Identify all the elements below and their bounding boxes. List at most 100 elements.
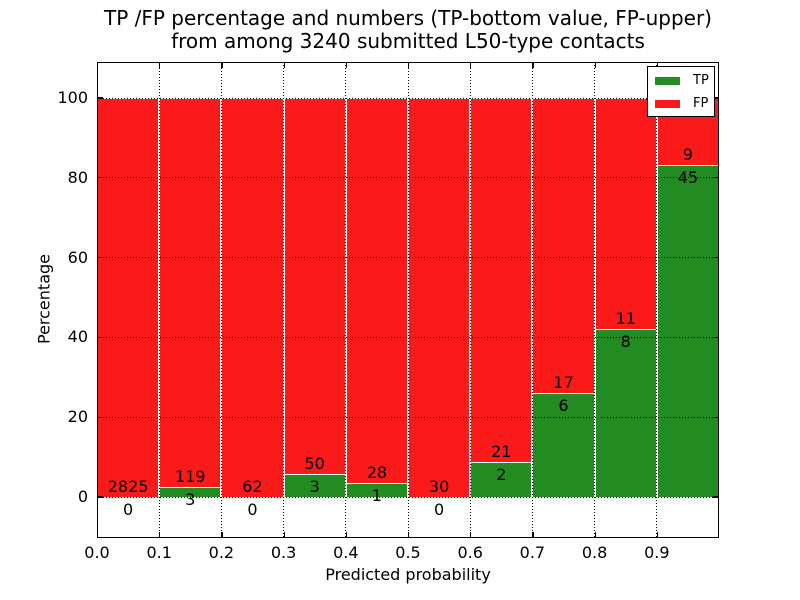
- fp-count-label: 9: [682, 144, 693, 164]
- x-tick-mark: [408, 532, 410, 538]
- x-tick-mark: [594, 532, 596, 538]
- y-tick-label: 0: [77, 487, 88, 506]
- x-tick-mark: [221, 532, 223, 538]
- tp-count-label: 45: [677, 167, 699, 187]
- y-tick-mark: [713, 416, 719, 418]
- fp-legend-swatch: [655, 100, 680, 108]
- y-tick-mark: [97, 97, 103, 99]
- x-tick-mark: [345, 532, 348, 538]
- y-tick-mark: [97, 256, 103, 259]
- fp-legend-label: FP: [693, 96, 709, 111]
- x-tick-mark: [656, 62, 659, 68]
- y-tick-mark: [97, 177, 103, 179]
- x-axis-label: Predicted probability: [325, 565, 491, 584]
- x-tick-mark: [97, 62, 99, 68]
- fp-count-label: 62: [242, 477, 263, 496]
- fp-bar-segment: [159, 98, 222, 488]
- vertical-gridline: [531, 62, 533, 538]
- tp-bar-segment: [159, 487, 222, 497]
- horizontal-gridline: [97, 97, 719, 99]
- tp-count-label: 0: [434, 500, 445, 519]
- x-tick-mark: [470, 62, 472, 68]
- fp-bar-segment: [345, 98, 408, 484]
- y-tick-label: 100: [57, 88, 88, 107]
- tp-count-label: 3: [185, 490, 196, 510]
- x-tick-label: 0.6: [457, 543, 483, 562]
- horizontal-gridline: [97, 257, 719, 259]
- tp-bar-segment: [470, 462, 533, 497]
- x-tick-mark: [345, 62, 348, 68]
- y-tick-mark: [713, 336, 719, 339]
- tp-count-label: 1: [371, 486, 382, 506]
- y-tick-mark: [97, 336, 103, 339]
- x-tick-label: 0.7: [519, 543, 546, 562]
- x-tick-label: 0.2: [208, 543, 235, 562]
- tp-count-label: 0: [247, 500, 258, 519]
- vertical-gridline: [407, 62, 409, 538]
- fp-count-label: 50: [304, 454, 325, 474]
- tp-count-label: 0: [123, 500, 134, 519]
- fp-bar-segment: [470, 98, 533, 463]
- tp-count-label: 8: [620, 332, 631, 351]
- x-tick-mark: [532, 62, 534, 68]
- fp-bar-segment: [97, 98, 160, 497]
- fp-count-label: 17: [553, 372, 574, 392]
- chart-title: TP /FP percentage and numbers (TP-bottom…: [97, 7, 719, 53]
- x-tick-label: 0.1: [146, 543, 172, 562]
- tp-count-label: 2: [496, 465, 507, 485]
- x-tick-mark: [470, 532, 472, 538]
- y-tick-label: 80: [67, 167, 88, 187]
- tp-count-label: 6: [558, 395, 569, 415]
- fp-count-label: 119: [175, 467, 206, 487]
- y-tick-mark: [713, 496, 719, 498]
- fp-bar-segment: [283, 98, 346, 475]
- x-tick-mark: [594, 62, 596, 68]
- tp-legend-label: TP: [693, 73, 709, 88]
- y-tick-label: 20: [67, 407, 88, 427]
- x-tick-mark: [283, 62, 285, 68]
- fp-count-label: 30: [428, 477, 450, 496]
- x-tick-mark: [656, 532, 659, 538]
- tp-bar-segment: [594, 329, 657, 497]
- x-tick-mark: [97, 532, 99, 538]
- vertical-gridline: [594, 62, 596, 538]
- vertical-gridline: [220, 62, 222, 538]
- x-tick-label: 0.9: [644, 543, 670, 562]
- y-tick-label: 60: [67, 247, 88, 267]
- horizontal-gridline: [97, 416, 719, 418]
- x-tick-mark: [159, 532, 161, 538]
- plot-area: TP FP 2825 0 119 3 62 0 50 3 28 1 30 0 21 2 17 6 11 8 9 45: [97, 62, 719, 538]
- fp-bar-segment: [408, 98, 471, 497]
- x-tick-label: 0.4: [333, 543, 359, 562]
- horizontal-gridline: [97, 336, 719, 338]
- y-tick-label: 40: [67, 327, 88, 347]
- fp-count-label: 2825: [107, 477, 149, 496]
- horizontal-gridline: [97, 177, 719, 179]
- legend-entry-tp: TP: [655, 73, 714, 89]
- x-tick-label: 0.8: [581, 543, 608, 562]
- x-tick-label: 0.3: [270, 543, 297, 562]
- tp-bar-segment: [283, 474, 346, 497]
- tp-bar-segment: [532, 392, 595, 497]
- y-tick-mark: [713, 97, 719, 99]
- fp-bar-segment: [532, 98, 595, 393]
- vertical-gridline: [656, 62, 658, 538]
- fp-count-label: 21: [491, 442, 512, 462]
- tp-bar-segment: [656, 164, 719, 497]
- chart-title-line1: TP /FP percentage and numbers (TP-bottom…: [104, 6, 712, 30]
- x-tick-mark: [283, 532, 285, 538]
- chart-title-line2: from among 3240 submitted L50-type conta…: [171, 29, 645, 53]
- vertical-gridline: [158, 62, 160, 538]
- x-tick-mark: [532, 532, 534, 538]
- tp-bar-segment: [345, 483, 408, 497]
- fp-bar-segment: [221, 98, 284, 497]
- y-tick-mark: [97, 496, 103, 498]
- y-tick-mark: [713, 256, 719, 259]
- x-tick-mark: [717, 62, 719, 68]
- vertical-gridline: [345, 62, 347, 538]
- legend: TP FP: [647, 66, 715, 117]
- x-tick-mark: [221, 62, 223, 68]
- legend-entry-fp: FP: [655, 96, 714, 112]
- fp-bar-segment: [594, 98, 657, 329]
